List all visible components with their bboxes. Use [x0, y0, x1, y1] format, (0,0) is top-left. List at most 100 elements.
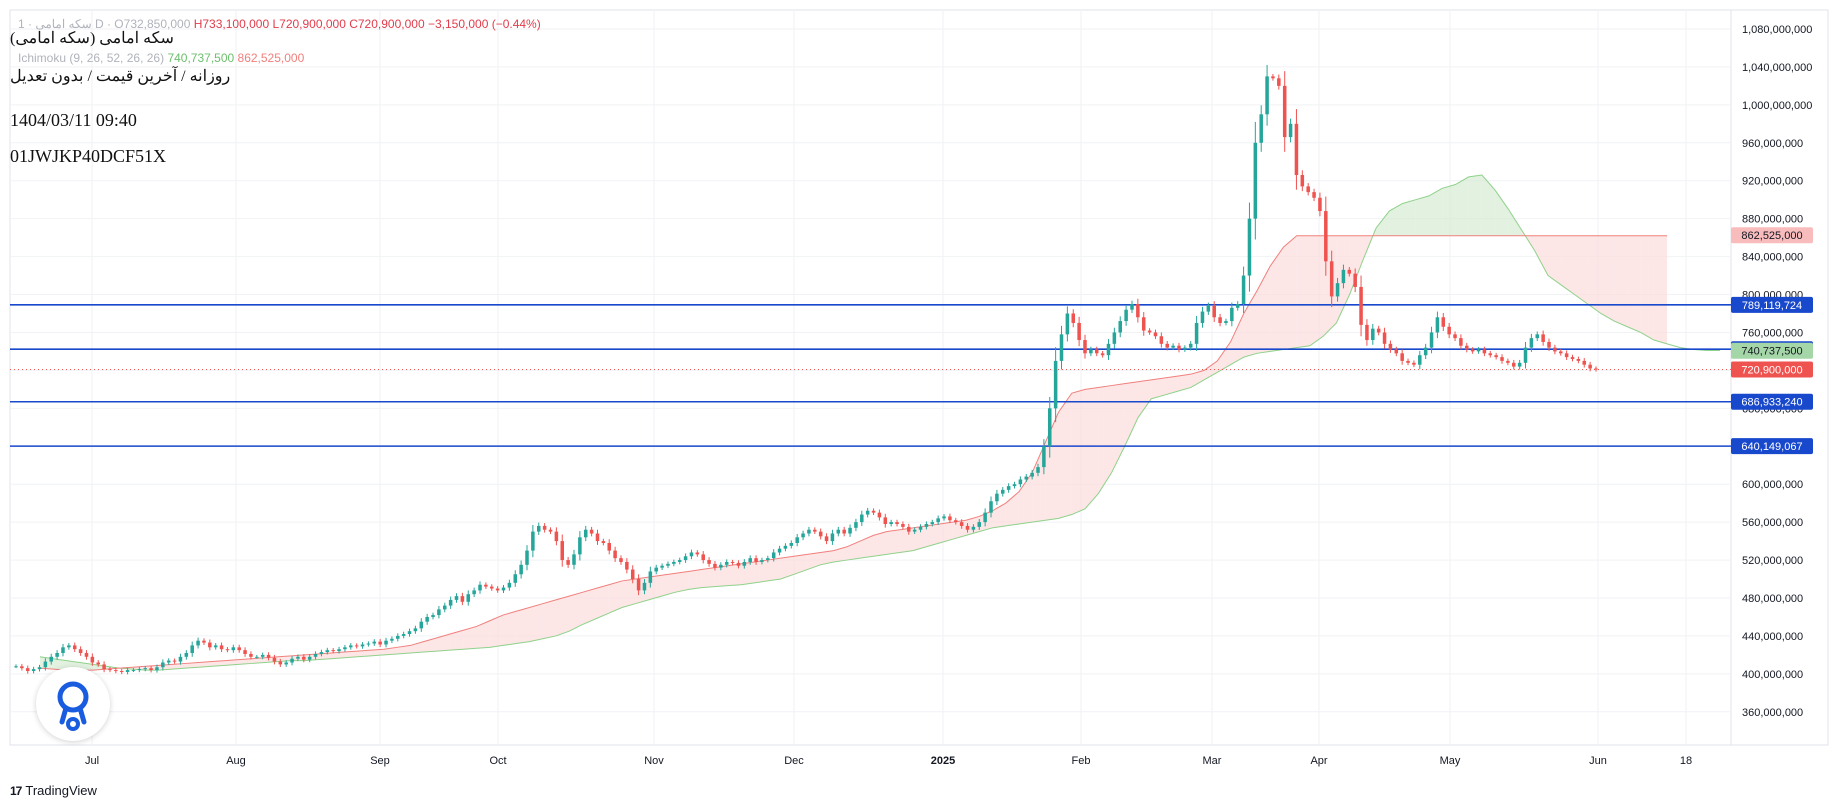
candle-body[interactable] [407, 631, 412, 635]
candle-body[interactable] [912, 529, 917, 532]
candle-body[interactable] [1488, 353, 1493, 356]
candle-body[interactable] [824, 536, 829, 542]
candle-body[interactable] [166, 660, 171, 663]
candle-body[interactable] [331, 650, 335, 652]
candle-body[interactable] [672, 561, 676, 564]
candle-body[interactable] [1371, 328, 1375, 341]
candle-body[interactable] [1547, 341, 1551, 348]
candle-body[interactable] [513, 574, 518, 583]
candle-body[interactable] [1576, 359, 1581, 361]
candle-body[interactable] [1418, 355, 1422, 365]
candle-body[interactable] [137, 669, 142, 671]
candle-body[interactable] [865, 510, 870, 515]
candle-body[interactable] [196, 640, 200, 646]
candle-body[interactable] [877, 512, 882, 518]
candle-body[interactable] [507, 582, 512, 588]
candle-body[interactable] [1570, 357, 1575, 360]
candle-body[interactable] [1517, 362, 1522, 367]
candle-body[interactable] [454, 596, 459, 600]
candle-body[interactable] [1500, 357, 1504, 361]
candle-body[interactable] [1388, 343, 1393, 350]
candle-body[interactable] [413, 628, 418, 632]
candle-body[interactable] [255, 656, 259, 658]
candle-body[interactable] [149, 668, 153, 671]
candle-body[interactable] [1564, 353, 1569, 358]
candle-body[interactable] [836, 529, 841, 534]
candle-body[interactable] [1271, 76, 1275, 79]
candle-body[interactable] [1294, 123, 1299, 176]
candle-body[interactable] [601, 541, 606, 543]
candle-body[interactable] [131, 670, 136, 672]
candle-body[interactable] [384, 640, 388, 645]
candle-body[interactable] [948, 516, 952, 521]
candle-body[interactable] [607, 542, 611, 551]
tradingview-brand[interactable]: 17 TradingView [10, 783, 97, 798]
candle-body[interactable] [1001, 489, 1005, 494]
candle-body[interactable] [907, 526, 911, 532]
candle-body[interactable] [296, 656, 300, 659]
candle-body[interactable] [619, 558, 623, 562]
candle-body[interactable] [102, 664, 106, 670]
candle-body[interactable] [1335, 283, 1340, 297]
candle-body[interactable] [437, 609, 441, 616]
candle-body[interactable] [766, 558, 770, 561]
candle-body[interactable] [1324, 211, 1328, 262]
candle-body[interactable] [771, 552, 776, 559]
candle-body[interactable] [1494, 355, 1498, 358]
candle-body[interactable] [707, 560, 711, 564]
candle-body[interactable] [307, 656, 312, 660]
candle-body[interactable] [977, 522, 982, 527]
candle-body[interactable] [20, 666, 24, 669]
candle-body[interactable] [1423, 347, 1428, 356]
candle-body[interactable] [495, 588, 500, 591]
candle-body[interactable] [1465, 345, 1469, 350]
candle-body[interactable] [930, 522, 935, 525]
candle-body[interactable] [61, 647, 65, 654]
candle-body[interactable] [378, 641, 382, 645]
candle-body[interactable] [1089, 349, 1093, 354]
candle-body[interactable] [848, 527, 852, 534]
candle-body[interactable] [525, 550, 529, 565]
candle-body[interactable] [1218, 317, 1222, 323]
candle-body[interactable] [701, 554, 705, 561]
candle-body[interactable] [1435, 317, 1440, 333]
candle-body[interactable] [119, 671, 124, 673]
candle-body[interactable] [1024, 476, 1029, 480]
candle-body[interactable] [349, 645, 353, 648]
candle-body[interactable] [1400, 353, 1404, 361]
candle-body[interactable] [360, 644, 365, 647]
candle-body[interactable] [959, 522, 964, 526]
candle-body[interactable] [290, 658, 294, 663]
candle-body[interactable] [1194, 322, 1199, 344]
candle-body[interactable] [114, 670, 118, 672]
candle-body[interactable] [630, 569, 635, 580]
candle-body[interactable] [648, 571, 653, 583]
candle-body[interactable] [278, 661, 283, 665]
candle-body[interactable] [971, 526, 976, 530]
candle-body[interactable] [172, 660, 177, 662]
candle-body[interactable] [1512, 362, 1516, 367]
ichimoku-legend[interactable]: Ichimoku (9, 26, 52, 26, 26) 740,737,500… [18, 51, 304, 65]
candle-body[interactable] [49, 656, 54, 662]
candle-body[interactable] [1529, 338, 1534, 348]
candle-body[interactable] [125, 670, 130, 672]
candle-body[interactable] [1130, 304, 1134, 310]
candle-body[interactable] [1447, 326, 1451, 335]
candle-body[interactable] [302, 656, 306, 660]
candle-body[interactable] [243, 650, 247, 654]
candle-body[interactable] [78, 649, 83, 654]
candle-body[interactable] [354, 645, 359, 647]
candle-body[interactable] [801, 533, 805, 538]
candle-body[interactable] [1247, 218, 1252, 276]
candle-body[interactable] [484, 584, 488, 587]
candle-body[interactable] [1476, 349, 1481, 352]
candle-body[interactable] [754, 558, 758, 562]
candle-body[interactable] [37, 667, 42, 670]
candle-body[interactable] [1376, 328, 1381, 333]
candle-body[interactable] [396, 635, 400, 639]
candle-body[interactable] [1306, 186, 1310, 193]
candle-body[interactable] [789, 542, 794, 546]
candle-body[interactable] [748, 558, 752, 562]
candle-body[interactable] [1188, 343, 1193, 348]
candle-body[interactable] [583, 529, 588, 538]
